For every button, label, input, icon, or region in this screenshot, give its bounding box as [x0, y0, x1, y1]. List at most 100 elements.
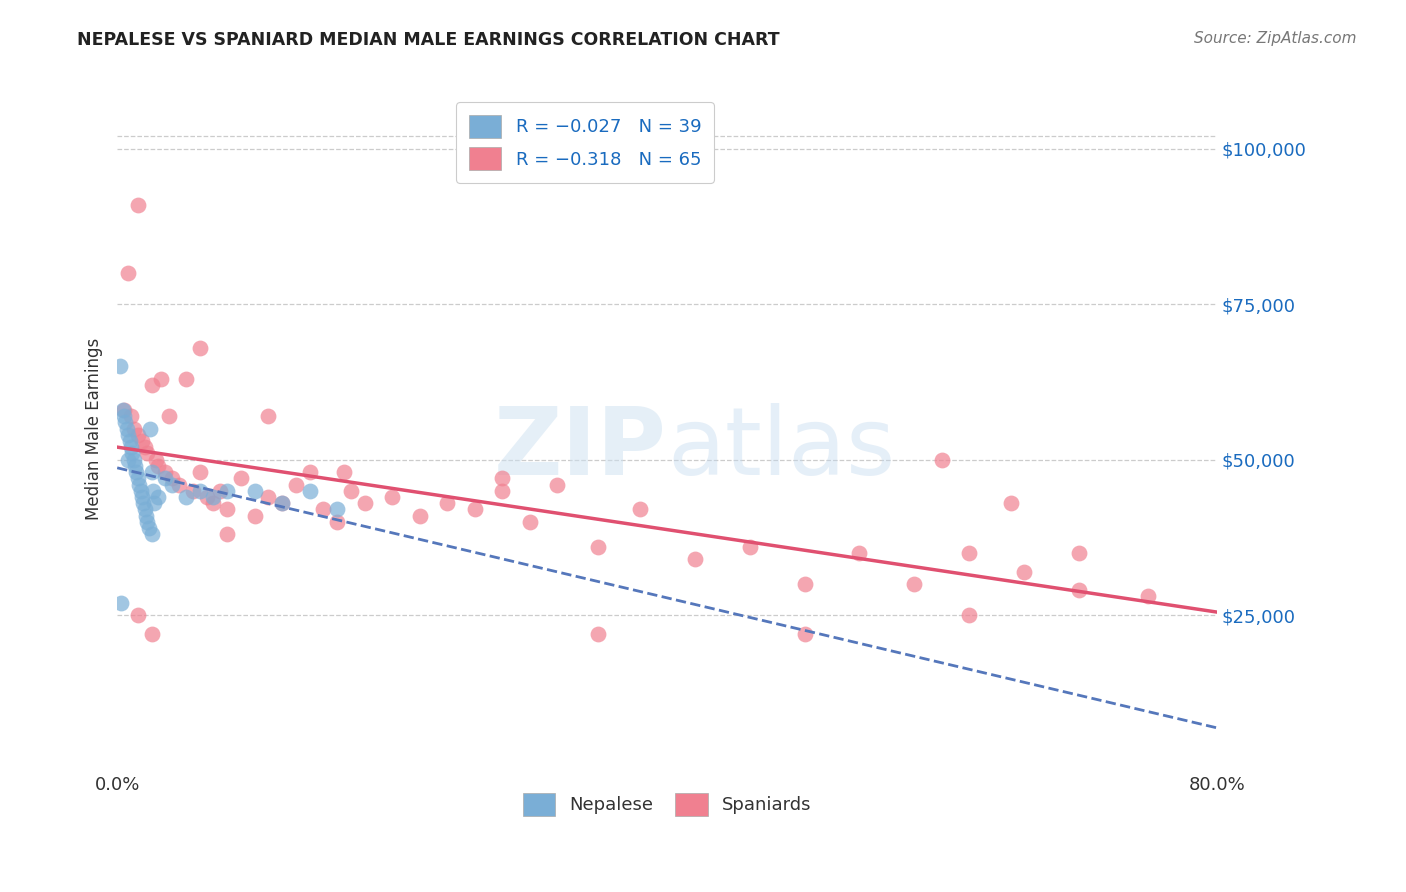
Point	[326, 502, 349, 516]
Point	[436, 496, 458, 510]
Text: NEPALESE VS SPANIARD MEDIAN MALE EARNINGS CORRELATION CHART: NEPALESE VS SPANIARD MEDIAN MALE EARNING…	[77, 31, 780, 49]
Point	[188, 465, 211, 479]
Point	[124, 458, 146, 473]
Point	[118, 434, 141, 448]
Point	[217, 502, 239, 516]
Point	[738, 540, 761, 554]
Point	[353, 496, 375, 510]
Point	[155, 471, 177, 485]
Point	[174, 372, 197, 386]
Point	[114, 415, 136, 429]
Point	[110, 596, 132, 610]
Point	[271, 496, 294, 510]
Point	[136, 446, 159, 460]
Point	[117, 266, 139, 280]
Point	[138, 521, 160, 535]
Point	[683, 552, 706, 566]
Point	[491, 483, 513, 498]
Text: atlas: atlas	[666, 403, 896, 495]
Point	[229, 471, 252, 485]
Text: ZIP: ZIP	[494, 403, 666, 495]
Point	[188, 483, 211, 498]
Point	[588, 627, 610, 641]
Point	[257, 490, 280, 504]
Point	[121, 446, 143, 460]
Point	[181, 483, 204, 498]
Point	[150, 372, 173, 386]
Point	[326, 515, 349, 529]
Point	[298, 465, 321, 479]
Point	[284, 477, 307, 491]
Point	[588, 540, 610, 554]
Point	[628, 502, 651, 516]
Point	[127, 471, 149, 485]
Point	[128, 477, 150, 491]
Point	[125, 465, 148, 479]
Point	[127, 197, 149, 211]
Legend: Nepalese, Spaniards: Nepalese, Spaniards	[515, 786, 818, 823]
Point	[122, 421, 145, 435]
Point	[142, 483, 165, 498]
Point	[188, 341, 211, 355]
Point	[145, 452, 167, 467]
Point	[134, 440, 156, 454]
Point	[148, 458, 170, 473]
Point	[112, 409, 135, 423]
Point	[111, 402, 134, 417]
Text: Source: ZipAtlas.com: Source: ZipAtlas.com	[1194, 31, 1357, 46]
Point	[217, 527, 239, 541]
Y-axis label: Median Male Earnings: Median Male Earnings	[86, 337, 103, 520]
Point	[333, 465, 356, 479]
Point	[159, 409, 181, 423]
Point	[903, 577, 925, 591]
Point	[108, 359, 131, 374]
Point	[129, 483, 152, 498]
Point	[312, 502, 335, 516]
Point	[202, 496, 225, 510]
Point	[120, 409, 142, 423]
Point	[1014, 565, 1036, 579]
Point	[160, 471, 183, 485]
Point	[1137, 590, 1160, 604]
Point	[243, 508, 266, 523]
Point	[122, 452, 145, 467]
Point	[464, 502, 486, 516]
Point	[141, 527, 163, 541]
Point	[1069, 583, 1091, 598]
Point	[139, 421, 162, 435]
Point	[257, 409, 280, 423]
Point	[117, 452, 139, 467]
Point	[136, 515, 159, 529]
Point	[117, 427, 139, 442]
Point	[148, 490, 170, 504]
Point	[174, 490, 197, 504]
Point	[155, 465, 177, 479]
Point	[209, 483, 232, 498]
Point	[135, 508, 157, 523]
Point	[519, 515, 541, 529]
Point	[271, 496, 294, 510]
Point	[217, 483, 239, 498]
Point	[491, 471, 513, 485]
Point	[195, 490, 218, 504]
Point	[141, 465, 163, 479]
Point	[793, 627, 815, 641]
Point	[298, 483, 321, 498]
Point	[340, 483, 363, 498]
Point	[167, 477, 190, 491]
Point	[959, 608, 981, 623]
Point	[143, 496, 166, 510]
Point	[112, 402, 135, 417]
Point	[959, 546, 981, 560]
Point	[408, 508, 430, 523]
Point	[134, 502, 156, 516]
Point	[546, 477, 568, 491]
Point	[115, 421, 138, 435]
Point	[931, 452, 953, 467]
Point	[127, 427, 149, 442]
Point	[1000, 496, 1022, 510]
Point	[202, 490, 225, 504]
Point	[141, 378, 163, 392]
Point	[381, 490, 404, 504]
Point	[120, 440, 142, 454]
